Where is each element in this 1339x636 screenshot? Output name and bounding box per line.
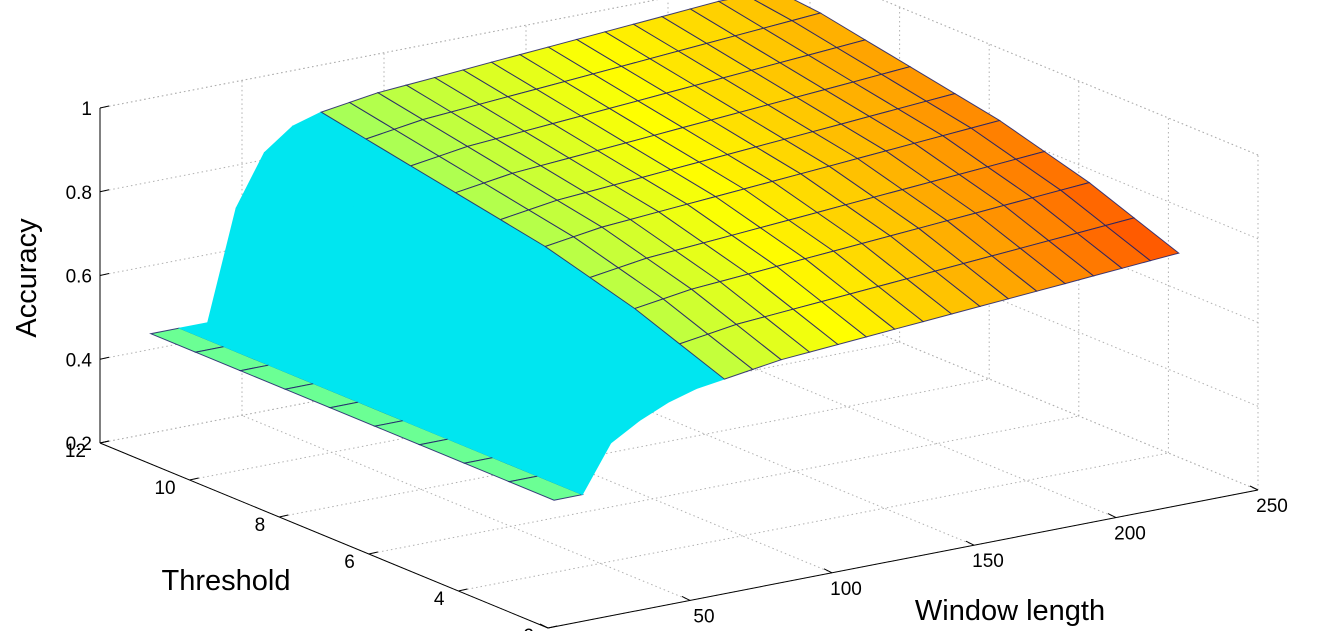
z-tick-label: 0.6	[66, 267, 92, 288]
z-tick-mark	[99, 189, 110, 193]
x-tick-label: 200	[1114, 524, 1146, 545]
accuracy-surface	[149, 0, 1180, 501]
y-tick-label: 8	[255, 515, 266, 536]
z-tick-label: 1	[81, 99, 92, 120]
x-tick-label: 50	[693, 606, 714, 627]
y-tick-mark	[547, 625, 558, 629]
z-tick-label: 0.2	[66, 434, 92, 455]
y-tick-label: 2	[523, 626, 534, 631]
z-tick-mark	[99, 273, 110, 276]
x-tick-mark	[1107, 513, 1117, 519]
x-tick-label: 250	[1256, 496, 1288, 517]
y-axis-label: Threshold	[162, 565, 291, 597]
y-tick-label: 6	[344, 552, 355, 573]
y-tick-label: 10	[154, 478, 175, 499]
axes	[99, 105, 1259, 629]
y-tick-mark	[279, 514, 289, 518]
x-tick-mark	[539, 623, 549, 629]
z-axis-label: Accuracy	[11, 218, 43, 338]
x-tick-mark	[681, 595, 691, 601]
x-tick-label: 150	[972, 551, 1004, 572]
x-tick-mark	[823, 568, 833, 574]
z-tick-mark	[99, 356, 110, 360]
surface-cell	[1104, 217, 1180, 262]
z-tick-label: 0.8	[66, 183, 92, 204]
x-axis-line	[547, 489, 1259, 629]
y-axis-line	[99, 442, 549, 629]
x-tick-mark	[1249, 485, 1259, 491]
y-tick-mark	[368, 551, 378, 555]
y-tick-label: 4	[434, 589, 445, 610]
x-axis-label: Window length	[915, 595, 1105, 627]
x-tick-mark	[965, 540, 975, 546]
z-tick-label: 0.4	[66, 350, 93, 371]
y-tick-mark	[99, 440, 110, 444]
y-tick-label: 12	[65, 441, 86, 462]
y-tick-mark	[189, 477, 199, 481]
x-tick-label: 100	[830, 579, 862, 600]
y-tick-mark	[458, 588, 468, 592]
z-tick-mark	[99, 105, 110, 109]
tick-labels: 0.20.40.60.8124681012050100150200250	[65, 99, 1288, 636]
